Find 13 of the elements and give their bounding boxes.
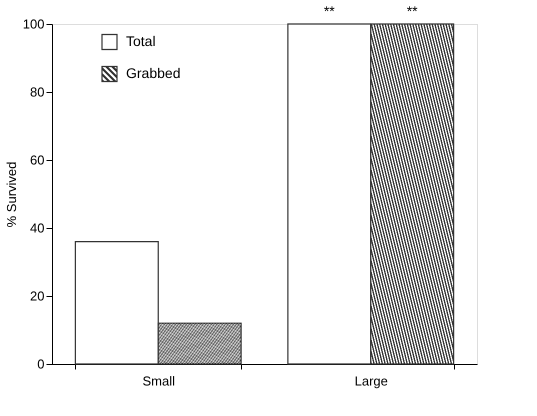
y-axis-title: % Survived	[4, 162, 19, 228]
y-tick-label: 40	[30, 220, 44, 236]
y-tick-label: 60	[30, 152, 44, 168]
legend-label: Grabbed	[126, 65, 180, 81]
y-tick-label: 80	[30, 84, 44, 100]
y-tick-label: 20	[30, 288, 44, 304]
annotation: **	[406, 3, 418, 19]
annotation: **	[324, 3, 336, 19]
x-tick-label: Small	[142, 374, 176, 388]
y-tick-label: 100	[22, 16, 44, 32]
x-tick-label: Large	[354, 374, 388, 388]
legend-label: Total	[126, 33, 156, 49]
y-tick-label: 0	[37, 356, 44, 372]
